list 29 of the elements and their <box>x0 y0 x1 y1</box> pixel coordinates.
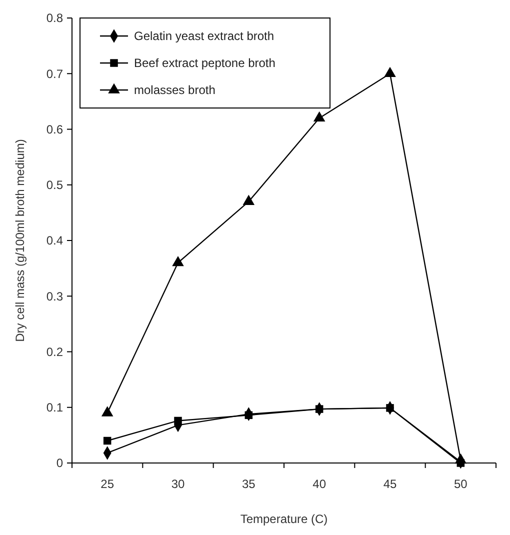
legend-label: Gelatin yeast extract broth <box>134 29 274 44</box>
point <box>386 404 394 412</box>
y-tick-label: 0 <box>56 456 64 470</box>
point <box>172 256 184 266</box>
y-tick-label: 0.1 <box>46 400 64 415</box>
legend-label: Beef extract peptone broth <box>134 56 276 70</box>
x-tick-label: 50 <box>454 477 468 491</box>
x-tick-label: 40 <box>312 477 326 491</box>
y-axis-title: Dry cell mass (g/100ml broth medium) <box>13 139 27 342</box>
y-tick-label: 0.6 <box>46 122 64 136</box>
x-axis-title: Temperature (C) <box>240 512 328 526</box>
y-tick-label: 0.4 <box>46 234 64 248</box>
point <box>174 416 182 425</box>
point <box>384 66 396 78</box>
y-tick-label: 0.2 <box>46 344 64 359</box>
x-tick-label: 30 <box>171 477 185 491</box>
x-tick-label: 25 <box>100 477 114 491</box>
x-tick-label: 35 <box>242 477 256 491</box>
point <box>315 405 324 413</box>
y-tick-label: 0.7 <box>46 66 64 81</box>
point <box>313 111 326 122</box>
point <box>242 194 255 205</box>
y-tick-label: 0.5 <box>46 178 64 192</box>
y-tick-label: 0.3 <box>46 289 64 304</box>
point <box>103 436 112 445</box>
y-tick-label: 0.8 <box>46 11 64 26</box>
point <box>244 411 253 420</box>
legend-label: molasses broth <box>134 83 216 98</box>
x-tick-label: 45 <box>383 477 397 491</box>
